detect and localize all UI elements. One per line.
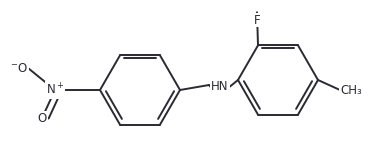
Text: N$^+$: N$^+$	[46, 82, 64, 98]
Text: CH₃: CH₃	[340, 84, 362, 97]
Text: F: F	[254, 13, 260, 27]
Text: O: O	[37, 111, 47, 124]
Text: $^{-}$O: $^{-}$O	[10, 62, 28, 75]
Text: HN: HN	[211, 80, 229, 93]
